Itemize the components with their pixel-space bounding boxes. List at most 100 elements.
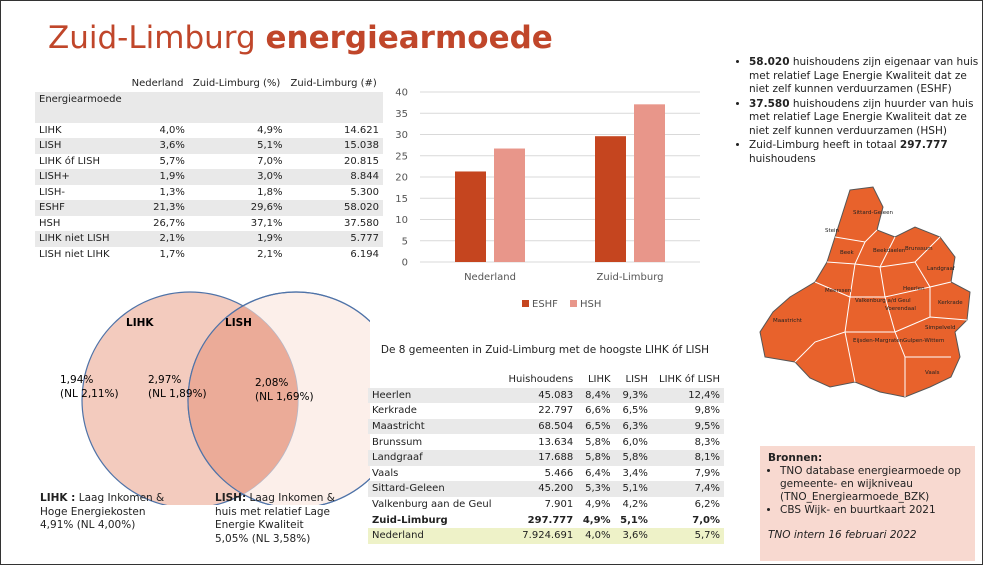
y-tick-label: 20: [395, 173, 408, 184]
y-tick-label: 35: [395, 109, 408, 120]
cell: 6,0%: [622, 436, 648, 448]
energy-poverty-table: Nederland Zuid-Limburg (%) Zuid-Limburg (#…: [35, 76, 383, 262]
sources-list: TNO database energiearmoede op gemeente-…: [768, 465, 967, 517]
cell: 4,0%: [577, 527, 615, 544]
header-cell: [368, 372, 501, 388]
cell: 9,3%: [614, 387, 652, 404]
header-row: Nederland Zuid-Limburg (%) Zuid-Limburg (#…: [35, 76, 383, 92]
bullet-text: Zuid-Limburg heeft in totaal: [749, 139, 900, 151]
lihk-term: LIHK :: [40, 492, 76, 504]
cell: 2,1%: [257, 248, 283, 260]
y-tick-label: 25: [395, 151, 408, 162]
bar: [634, 104, 665, 262]
map-label: Simpelveld: [925, 325, 955, 331]
sources-note: TNO intern 16 februari 2022: [768, 529, 917, 541]
header-cell: LIHK óf LISH: [659, 374, 720, 386]
cell: LISH-: [39, 186, 65, 198]
table-row: Heerlen 45.083 8,4% 9,3% 12,4%: [368, 387, 724, 404]
table-row: LIHK niet LISH 2,1% 1,9% 5.777: [35, 231, 383, 247]
cell: 4,0%: [159, 124, 185, 136]
cell: 8,1%: [651, 449, 724, 466]
table-row: Landgraaf 17.688 5,8% 5,8% 8,1%: [368, 449, 724, 466]
cell: 5,7%: [159, 155, 185, 167]
lish-caption: LISH: Laag Inkomen & huis met relatief L…: [215, 492, 335, 546]
cell: [188, 107, 287, 123]
venn-right-value: 2,08%: [255, 377, 288, 389]
cell: 4,9%: [585, 499, 611, 511]
cell: 1,3%: [159, 186, 185, 198]
cell: HSH: [39, 217, 61, 229]
cell: 7,0%: [692, 514, 720, 526]
map-label: Heerlen: [903, 286, 925, 292]
cell: 6,5%: [577, 418, 615, 435]
table-row: Kerkrade 22.797 6,6% 6,5% 9,8%: [368, 403, 724, 419]
map-borders: [794, 229, 968, 397]
cell: 5,8%: [614, 449, 652, 466]
cell: 6,6%: [585, 405, 611, 417]
source-item: TNO database energiearmoede op gemeente-…: [780, 465, 967, 504]
cell: [286, 107, 383, 123]
bar: [595, 136, 626, 262]
cell: 1,7%: [159, 248, 185, 260]
map-label: Kerkrade: [938, 300, 963, 306]
cell: 21,3%: [127, 200, 189, 216]
lish-text: Laag Inkomen & huis met relatief Lage En…: [215, 492, 335, 531]
legend-label: HSH: [580, 299, 601, 310]
header-cell: Zuid-Limburg (%): [192, 78, 281, 90]
cell: 29,6%: [188, 200, 287, 216]
cell: 5.300: [350, 186, 379, 198]
table-row: Valkenburg aan de Geul 7.901 4,9% 4,2% 6,2%: [368, 497, 724, 513]
title-regular: Zuid-Limburg: [48, 20, 256, 56]
lish-stat: 5,05% (NL 3,58%): [215, 532, 311, 545]
municipalities-table: Huishoudens LIHK LISH LIHK óf LISH Heerlen 45…: [368, 372, 724, 544]
sources-title: Bronnen:: [768, 452, 823, 464]
cell: 37,1%: [250, 217, 283, 229]
cell: 26,7%: [153, 217, 185, 229]
venn-overlap-nl: (NL 1,89%): [148, 388, 207, 400]
bar: [494, 148, 525, 262]
header-cell: LIHK: [587, 374, 611, 386]
blank-row: [35, 107, 383, 123]
municipalities-title: De 8 gemeenten in Zuid-Limburg met de ho…: [380, 344, 710, 356]
cell: [286, 91, 383, 107]
circle-lish-outline: [187, 291, 370, 505]
map-label: Sittard-Geleen: [853, 210, 893, 216]
cell: 15.038: [286, 138, 383, 154]
venn-overlap-value: 2,97%: [148, 374, 181, 386]
map-label: Valkenburg a/d Geul: [855, 298, 911, 304]
venn-right-nl: (NL 1,69%): [255, 391, 314, 403]
map-label: Vaals: [925, 370, 940, 376]
cell: 13.634: [538, 436, 574, 448]
lihk-caption: LIHK : Laag Inkomen & Hoge Energiekosten…: [40, 492, 190, 533]
cell: Brunssum: [372, 436, 423, 448]
table-row: Brunssum 13.634 5,8% 6,0% 8,3%: [368, 434, 724, 450]
cell: 297.777: [527, 514, 574, 526]
x-tick-label: Nederland: [464, 272, 516, 283]
map-label: Gulpen-Wittem: [903, 338, 944, 344]
cell: 7.901: [544, 499, 574, 511]
cell: LIHK: [39, 124, 62, 136]
row-header-row: Energiearmoede: [35, 91, 383, 107]
cell: 2,1%: [127, 231, 189, 247]
table-row: LISH niet LIHK 1,7% 2,1% 6.194: [35, 247, 383, 263]
cell: 4,9%: [582, 514, 611, 526]
lish-term: LISH:: [215, 492, 247, 504]
cell: LIHK niet LISH: [35, 231, 128, 247]
cell: 37.580: [344, 217, 379, 229]
venn-left-value: 1,94%: [60, 374, 93, 386]
legend-swatch: [570, 300, 577, 307]
region-map: Sittard-Geleen Stein Beek Beekdaelen Brunssu…: [759, 186, 971, 398]
cell: LISH niet LIHK: [39, 248, 110, 260]
y-tick-label: 40: [395, 88, 408, 99]
cell: 5.466: [544, 467, 574, 479]
cell: ESHF: [35, 200, 128, 216]
table-row: LISH 3,6% 5,1% 15.038: [35, 138, 383, 154]
y-tick-label: 10: [395, 215, 408, 226]
bullet-number: 297.777: [899, 139, 948, 151]
cell: Vaals: [372, 467, 399, 479]
cell: 6.194: [350, 248, 379, 260]
sources-box: Bronnen: TNO database energiearmoede op …: [760, 446, 975, 561]
cell: 1,8%: [257, 186, 283, 198]
key-facts: 58.020 huishoudens zijn eigenaar van hui…: [735, 56, 985, 167]
